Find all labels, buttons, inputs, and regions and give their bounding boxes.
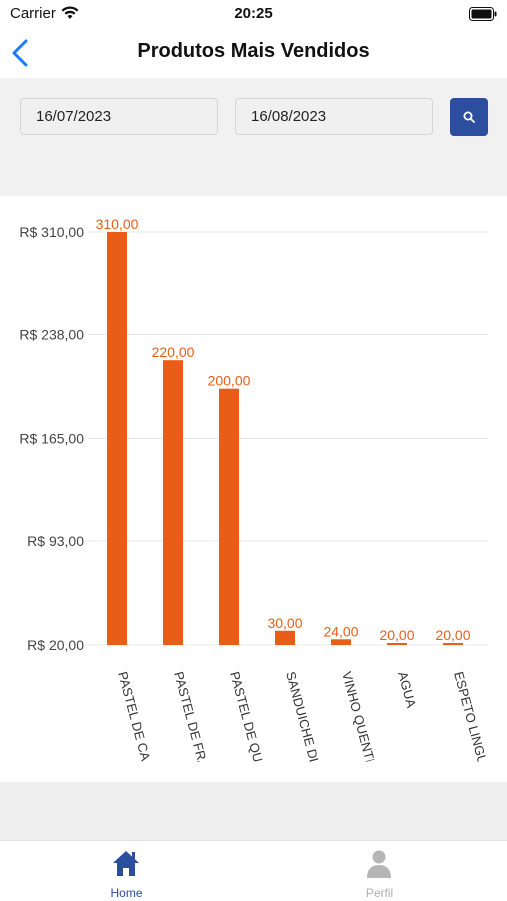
bar-value-label: 220,00 (152, 344, 195, 360)
bar[interactable] (275, 630, 295, 645)
tab-bar: Home Perfil (0, 840, 507, 901)
person-icon (367, 850, 391, 878)
bar-value-label: 24,00 (323, 623, 358, 639)
x-category-label: PASTEL DE QUE (227, 670, 268, 773)
x-category-label-group: SANDUICHE DE (283, 670, 323, 769)
bar-value-label: 310,00 (96, 216, 139, 232)
search-button[interactable] (450, 98, 488, 136)
tab-home-label: Home (110, 886, 143, 900)
bar[interactable] (331, 639, 351, 645)
status-time: 20:25 (234, 5, 273, 22)
bar[interactable] (443, 643, 463, 645)
x-category-label: PASTEL DE FRA (171, 670, 211, 770)
back-button[interactable] (8, 36, 38, 70)
navigation-bar: Produtos Mais Vendidos (0, 28, 507, 78)
y-tick-label: R$ 238,00 (19, 327, 84, 343)
carrier-label: Carrier (10, 5, 56, 22)
date-filter: 16/07/2023 16/08/2023 (0, 78, 507, 196)
x-category-label-group: PASTEL DE FRA (171, 670, 211, 770)
bar[interactable] (107, 232, 127, 645)
x-category-label: SANDUICHE DE (283, 670, 323, 769)
bar-value-label: 30,00 (267, 615, 302, 631)
tab-perfil-label: Perfil (365, 886, 394, 900)
battery-icon (469, 7, 497, 21)
x-category-label-group: ESPETO LINGUI (451, 670, 491, 770)
x-category-label-group: PASTEL DE CAF (115, 670, 155, 770)
home-icon (113, 851, 139, 876)
start-date-field[interactable]: 16/07/2023 (20, 98, 218, 135)
bar[interactable] (163, 360, 183, 645)
bar-value-label: 20,00 (379, 627, 414, 643)
x-category-label: PASTEL DE CAF (115, 670, 155, 770)
tab-home[interactable]: Home (0, 841, 253, 901)
y-tick-label: R$ 310,00 (19, 224, 84, 240)
chevron-left-icon (12, 39, 28, 67)
x-category-label: AGUA (395, 670, 419, 710)
x-category-label-group: AGUA (395, 670, 419, 710)
bar-value-label: 20,00 (435, 627, 470, 643)
tab-perfil[interactable]: Perfil (253, 841, 506, 901)
x-category-label: VINHO QUENTE (339, 670, 379, 770)
y-tick-label: R$ 93,00 (27, 533, 84, 549)
status-bar: Carrier 20:25 (0, 0, 507, 28)
y-tick-label: R$ 20,00 (27, 637, 84, 653)
search-icon (463, 111, 475, 123)
x-category-label-group: VINHO QUENTE (339, 670, 379, 770)
x-category-label-group: PASTEL DE QUE (227, 670, 268, 773)
end-date-field[interactable]: 16/08/2023 (235, 98, 433, 135)
bar[interactable] (387, 643, 407, 645)
chart-panel: R$ 20,00 R$ 93,00 R$ 165,00 R$ 238,00 R$ 310… (0, 196, 507, 782)
page-title: Produtos Mais Vendidos (137, 40, 370, 62)
wifi-icon (61, 6, 79, 19)
bar-chart: R$ 20,00 R$ 93,00 R$ 165,00 R$ 238,00 R$ 310… (19, 216, 491, 773)
y-tick-label: R$ 165,00 (19, 431, 84, 447)
x-category-label: ESPETO LINGUI (451, 670, 491, 770)
bar-value-label: 200,00 (208, 373, 251, 389)
bar[interactable] (219, 388, 239, 645)
